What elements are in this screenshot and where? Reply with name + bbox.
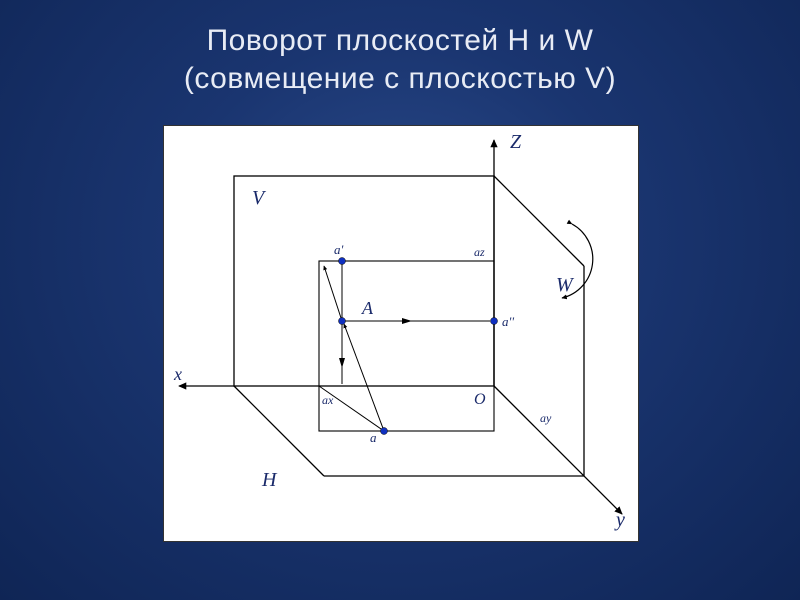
line-O-to-ay [494, 386, 534, 426]
diagram-svg: V Z x y W H [164, 126, 638, 541]
plane-w-edge [494, 176, 584, 266]
label-adblprime: a'' [502, 314, 514, 329]
inner-rect [319, 261, 494, 431]
arrow-A-right [402, 318, 412, 324]
plane-h-label: H [261, 469, 278, 491]
label-ax: ax [322, 393, 334, 407]
axis-y-label: y [614, 509, 625, 531]
arrow-A-down [339, 358, 345, 368]
point-A [339, 318, 346, 325]
label-aprime: a' [334, 242, 344, 257]
title-line1: Поворот плоскостей H и W [0, 22, 800, 60]
line-aprime-diag [324, 266, 342, 321]
plane-v-label: V [252, 187, 267, 209]
diagram-figure: V Z x y W H [163, 125, 639, 542]
label-a: a [370, 430, 377, 445]
label-O: O [474, 391, 486, 408]
point-adblprime [491, 318, 498, 325]
point-aprime [339, 258, 346, 265]
title-line2: (совмещение с плоскостью V) [0, 60, 800, 98]
label-ay: ay [540, 411, 552, 425]
point-a [381, 428, 388, 435]
label-az: az [474, 245, 485, 259]
plane-h-edge [234, 386, 324, 476]
axis-z-label: Z [510, 131, 522, 153]
slide-title: Поворот плоскостей H и W (совмещение с п… [0, 0, 800, 97]
plane-v-rect [234, 176, 494, 386]
plane-w-label: W [556, 274, 575, 296]
label-A: A [361, 298, 374, 318]
line-a-to-A [344, 324, 384, 431]
axis-x-label: x [173, 364, 182, 384]
